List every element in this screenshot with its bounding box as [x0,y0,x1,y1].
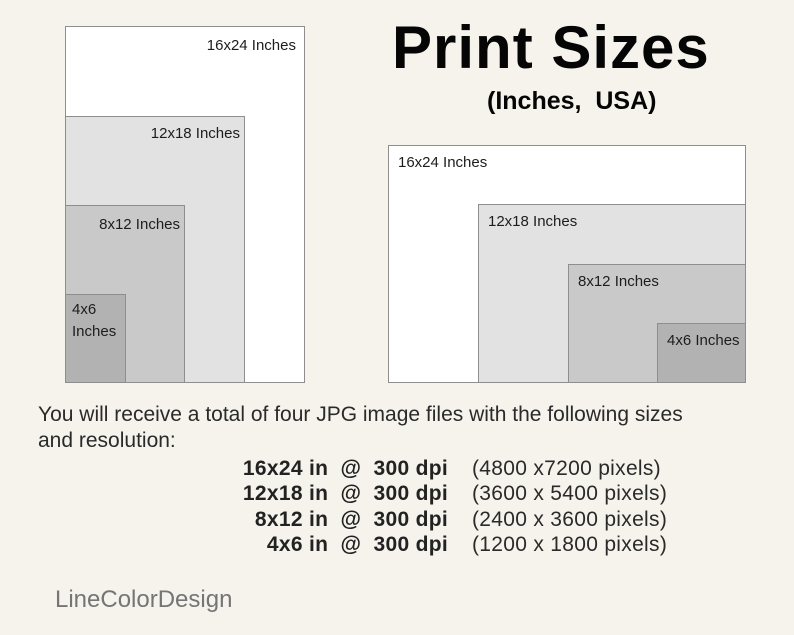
landscape-label-4x6: 4x6 Inches [667,332,740,349]
file-size-dpi: 16x24 in @ 300 dpi [242,457,448,480]
portrait-label-4x6: 4x6 Inches [72,301,117,340]
portrait-label-12x18: 12x18 Inches [150,125,240,142]
file-row-12x18: 12x18 in @ 300 dpi (3600 x 5400 pixels) [0,481,794,506]
file-pixels: (2400 x 3600 pixels) [472,507,668,531]
shop-watermark: LineColorDesign [55,586,233,613]
file-pixels: (1200 x 1800 pixels) [472,533,668,557]
landscape-size-diagram: 16x24 Inches 12x18 Inches 8x12 Inches 4x… [388,145,746,383]
portrait-label-8x12: 8x12 Inches [99,216,180,233]
file-row-16x24: 16x24 in @ 300 dpi (4800 x7200 pixels) [0,456,794,481]
landscape-rect-4x6: 4x6 Inches [657,323,746,383]
portrait-size-diagram: 16x24 Inches 12x18 Inches 8x12 Inches 4x… [65,26,305,383]
file-pixels: (4800 x7200 pixels) [472,457,661,480]
landscape-label-12x18: 12x18 Inches [488,213,578,230]
page-subtitle: (Inches, USA) [487,87,657,115]
portrait-rect-4x6: 4x6 Inches [65,294,126,383]
file-row-4x6: 4x6 in @ 300 dpi (1200 x 1800 pixels) [0,532,794,557]
page-title: Print Sizes [392,14,710,81]
description-line-1: You will receive a total of four JPG ima… [38,403,683,426]
landscape-label-8x12: 8x12 Inches [578,273,659,290]
portrait-label-16x24: 16x24 Inches [206,37,296,54]
description-line-2: and resolution: [38,428,176,452]
file-size-dpi: 8x12 in @ 300 dpi [254,507,448,531]
file-pixels: (3600 x 5400 pixels) [472,482,668,506]
file-size-list: 16x24 in @ 300 dpi (4800 x7200 pixels) 1… [0,456,794,558]
file-size-dpi: 4x6 in @ 300 dpi [266,533,448,557]
landscape-label-16x24: 16x24 Inches [398,154,488,171]
file-size-dpi: 12x18 in @ 300 dpi [242,482,448,506]
file-row-8x12: 8x12 in @ 300 dpi (2400 x 3600 pixels) [0,507,794,532]
description-text: You will receive a total of four JPG ima… [38,402,683,453]
